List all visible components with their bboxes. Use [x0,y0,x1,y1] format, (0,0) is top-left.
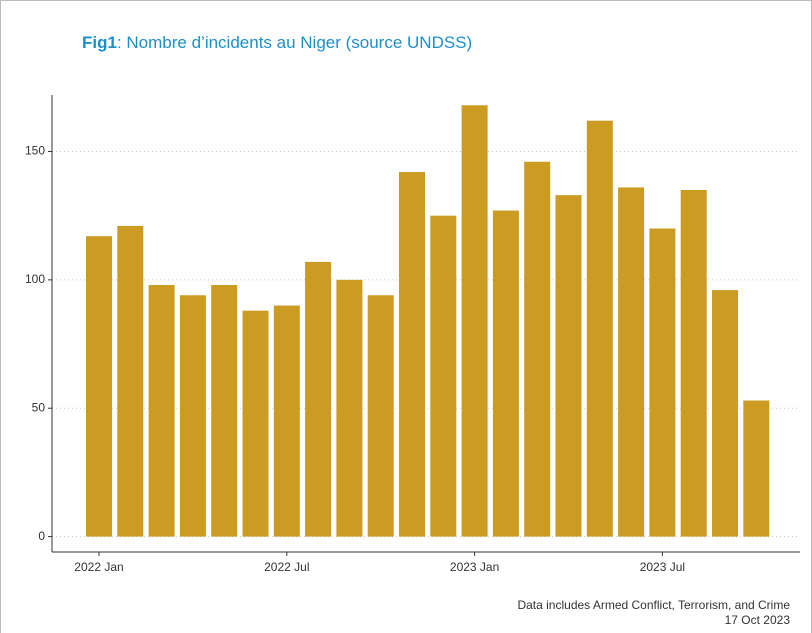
x-tick-label: 2023 Jan [450,560,499,574]
bar [680,189,707,537]
y-tick-label: 0 [38,529,45,543]
caption: 17 Oct 2023 [725,613,791,627]
y-tick-label: 150 [25,144,45,158]
bar [179,295,206,537]
bar [712,290,738,537]
bar [743,400,770,537]
bar [367,295,394,537]
bar [399,172,425,537]
bar [305,261,332,537]
bar [461,105,488,537]
caption: Data includes Armed Conflict, Terrorism,… [517,598,790,612]
x-tick-label: 2022 Jul [264,560,309,574]
y-tick-label: 50 [32,400,46,414]
title-prefix: Fig1 [82,33,117,52]
bar [555,195,582,537]
bar [148,284,175,537]
bar [586,120,613,537]
chart-title: Fig1: Nombre d’incidents au Niger (sourc… [82,33,472,52]
bar [618,187,645,537]
bar [86,236,112,537]
bar [273,305,300,537]
bar [524,161,551,537]
bar [117,225,144,537]
bar [430,215,457,537]
bar [242,310,269,537]
bar [336,279,363,537]
x-tick-label: 2023 Jul [640,560,685,574]
x-tick-label: 2022 Jan [74,560,123,574]
title-text: : Nombre d’incidents au Niger (source UN… [117,33,472,52]
bar [649,228,676,537]
y-tick-label: 100 [25,272,45,286]
bar [492,210,519,537]
bar [211,284,238,537]
